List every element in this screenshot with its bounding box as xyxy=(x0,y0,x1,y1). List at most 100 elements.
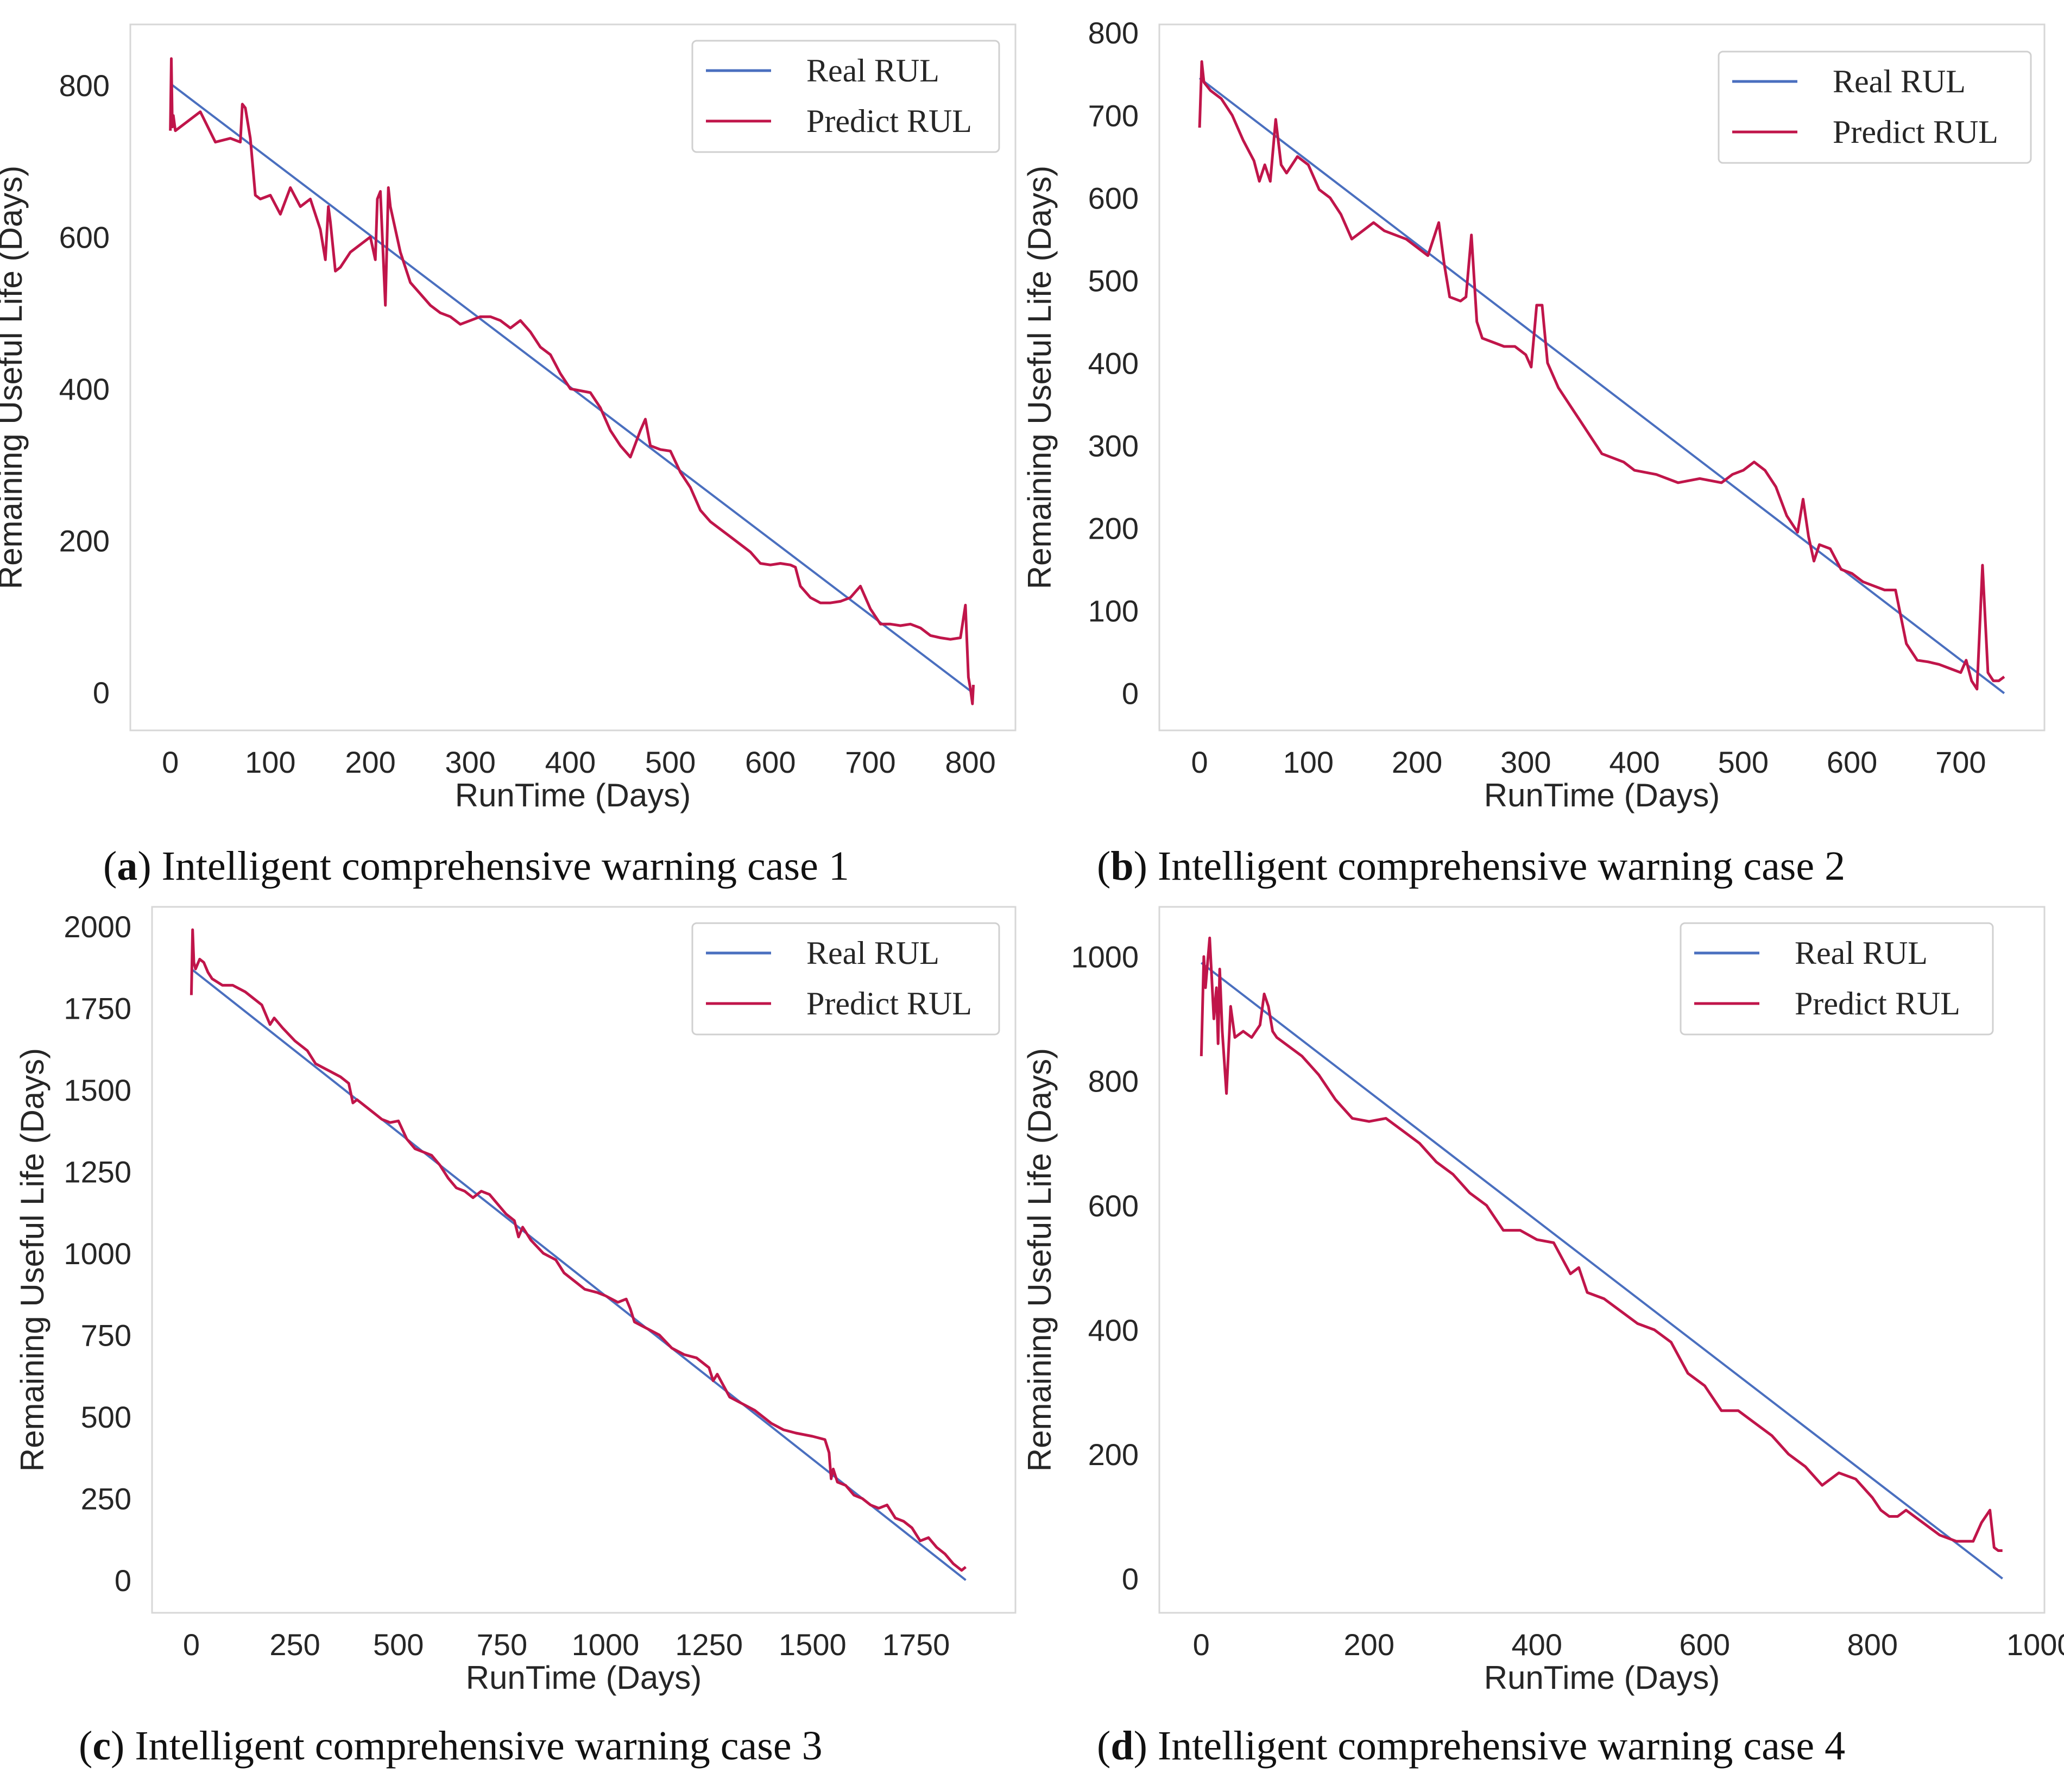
y-tick-label-c: 2000 xyxy=(64,910,131,944)
y-tick-label-b: 700 xyxy=(1088,98,1139,132)
x-tick-label-a: 0 xyxy=(162,745,179,779)
chart-panel-a: 0 100 200 300 400 500 600 700 800 0 200 400 600 800 Ru… xyxy=(0,23,1017,889)
legend-real-label-c: Real RUL xyxy=(806,935,939,971)
x-tick-label-b: 700 xyxy=(1935,745,1986,779)
legend-box-a xyxy=(691,40,1000,153)
x-tick-label-d: 200 xyxy=(1344,1627,1394,1662)
y-tick-label-c: 1750 xyxy=(64,992,131,1026)
x-tick-label-b: 400 xyxy=(1609,745,1659,779)
caption-letter-a: a xyxy=(117,843,137,889)
y-axis-label-c: Remaining Useful Life (Days) xyxy=(14,1048,51,1472)
x-tick-label-c: 250 xyxy=(269,1627,320,1662)
x-tick-label-a: 800 xyxy=(945,745,995,779)
y-tick-label-c: 1000 xyxy=(64,1236,131,1271)
y-tick-label-b: 0 xyxy=(1122,677,1139,711)
x-tick-label-a: 600 xyxy=(745,745,796,779)
x-tick-label-c: 1000 xyxy=(572,1627,640,1662)
x-tick-label-c: 0 xyxy=(183,1627,200,1662)
legend-predict-label-c: Predict RUL xyxy=(806,986,972,1021)
x-tick-label-a: 500 xyxy=(645,745,696,779)
y-tick-label-b: 200 xyxy=(1088,511,1139,545)
x-tick-label-c: 750 xyxy=(477,1627,527,1662)
legend-real-label-a: Real RUL xyxy=(806,53,939,89)
legend-c: Real RUL Predict RUL xyxy=(691,922,1000,1036)
caption-open-paren-c: ( xyxy=(79,1723,92,1769)
x-tick-label-b: 200 xyxy=(1392,745,1442,779)
x-tick-label-a: 300 xyxy=(445,745,495,779)
legend-b: Real RUL Predict RUL xyxy=(1718,51,2032,164)
x-tick-label-d: 600 xyxy=(1680,1627,1730,1662)
plot-frame-a xyxy=(129,23,1017,731)
predict-rul-line-c xyxy=(190,928,967,1572)
y-tick-label-b: 800 xyxy=(1088,16,1139,50)
legend-box-b xyxy=(1718,51,2032,164)
x-tick-label-b: 500 xyxy=(1718,745,1769,779)
y-tick-label-a: 200 xyxy=(59,524,110,558)
x-tick-label-d: 400 xyxy=(1512,1627,1562,1662)
x-axis-label-b: RunTime (Days) xyxy=(1484,777,1720,813)
y-tick-label-b: 400 xyxy=(1088,346,1139,380)
y-tick-label-b: 500 xyxy=(1088,263,1139,298)
y-tick-label-d: 0 xyxy=(1122,1562,1139,1596)
chart-panel-b: 0 100 200 300 400 500 600 700 0 100 200 300 400 500 60… xyxy=(1021,16,2046,889)
caption-text-c: ) Intelligent comprehensive warning case… xyxy=(111,1723,823,1769)
y-axis-label-a: Remaining Useful Life (Days) xyxy=(0,166,29,589)
caption-b: (b) Intelligent comprehensive warning ca… xyxy=(1097,843,1845,889)
legend-predict-label-d: Predict RUL xyxy=(1795,986,1960,1021)
x-axis-label-a: RunTime (Days) xyxy=(455,777,691,813)
caption-text-b: ) Intelligent comprehensive warning case… xyxy=(1134,843,1846,889)
chart-panel-d: 0 200 400 600 800 1000 0 200 400 600 800 1000 RunTim… xyxy=(1021,906,2064,1769)
legend-box-c xyxy=(691,922,1000,1036)
caption-letter-c: c xyxy=(92,1723,111,1769)
caption-c: (c) Intelligent comprehensive warning ca… xyxy=(79,1723,823,1769)
caption-letter-d: d xyxy=(1110,1723,1133,1769)
y-axis-label-b: Remaining Useful Life (Days) xyxy=(1021,166,1058,589)
y-axis-label-d: Remaining Useful Life (Days) xyxy=(1021,1048,1058,1472)
y-tick-label-a: 800 xyxy=(59,68,110,103)
y-tick-label-d: 800 xyxy=(1088,1064,1139,1099)
x-tick-label-a: 200 xyxy=(345,745,395,779)
y-tick-label-d: 200 xyxy=(1088,1437,1139,1472)
legend-real-label-d: Real RUL xyxy=(1795,935,1928,971)
x-tick-label-c: 1500 xyxy=(779,1627,847,1662)
plot-frame-b xyxy=(1158,23,2046,731)
y-tick-label-b: 300 xyxy=(1088,428,1139,463)
x-tick-label-a: 400 xyxy=(545,745,596,779)
x-tick-label-b: 0 xyxy=(1191,745,1208,779)
x-tick-label-c: 1750 xyxy=(882,1627,950,1662)
x-tick-label-a: 100 xyxy=(245,745,295,779)
legend-predict-label-b: Predict RUL xyxy=(1833,114,1998,150)
caption-d: (d) Intelligent comprehensive warning ca… xyxy=(1097,1723,1845,1769)
y-tick-label-c: 1250 xyxy=(64,1155,131,1189)
x-tick-label-b: 600 xyxy=(1827,745,1877,779)
predict-rul-line-a xyxy=(169,57,975,705)
y-tick-label-d: 600 xyxy=(1088,1189,1139,1223)
x-tick-label-d: 0 xyxy=(1193,1627,1210,1662)
y-tick-label-a: 0 xyxy=(93,676,110,710)
legend-a: Real RUL Predict RUL xyxy=(691,40,1000,153)
plot-frame-c xyxy=(151,906,1017,1614)
real-rul-line-b xyxy=(1198,77,2005,695)
y-tick-label-c: 250 xyxy=(81,1481,131,1516)
chart-panel-c: 0 250 500 750 1000 1250 1500 1750 0 250 500 750 1000… xyxy=(14,906,1017,1769)
caption-a: (a) Intelligent comprehensive warning ca… xyxy=(103,843,849,889)
caption-letter-b: b xyxy=(1110,843,1133,889)
y-tick-label-c: 0 xyxy=(115,1563,131,1598)
caption-text-d: ) Intelligent comprehensive warning case… xyxy=(1134,1723,1846,1769)
y-tick-label-c: 1500 xyxy=(64,1073,131,1107)
y-tick-label-c: 750 xyxy=(81,1318,131,1352)
y-tick-label-b: 600 xyxy=(1088,181,1139,215)
real-rul-line-d xyxy=(1201,962,2003,1580)
y-tick-label-d: 1000 xyxy=(1071,940,1139,974)
caption-open-paren-a: ( xyxy=(103,843,117,889)
x-tick-label-d: 1000 xyxy=(2006,1627,2064,1662)
x-tick-label-a: 700 xyxy=(845,745,895,779)
predict-rul-line-d xyxy=(1200,936,2003,1552)
y-tick-label-a: 400 xyxy=(59,372,110,406)
caption-open-paren-b: ( xyxy=(1097,843,1110,889)
plot-frame-d xyxy=(1158,906,2046,1614)
legend-d: Real RUL Predict RUL xyxy=(1680,922,1994,1036)
x-tick-label-c: 1250 xyxy=(675,1627,743,1662)
x-axis-label-d: RunTime (Days) xyxy=(1484,1660,1720,1696)
